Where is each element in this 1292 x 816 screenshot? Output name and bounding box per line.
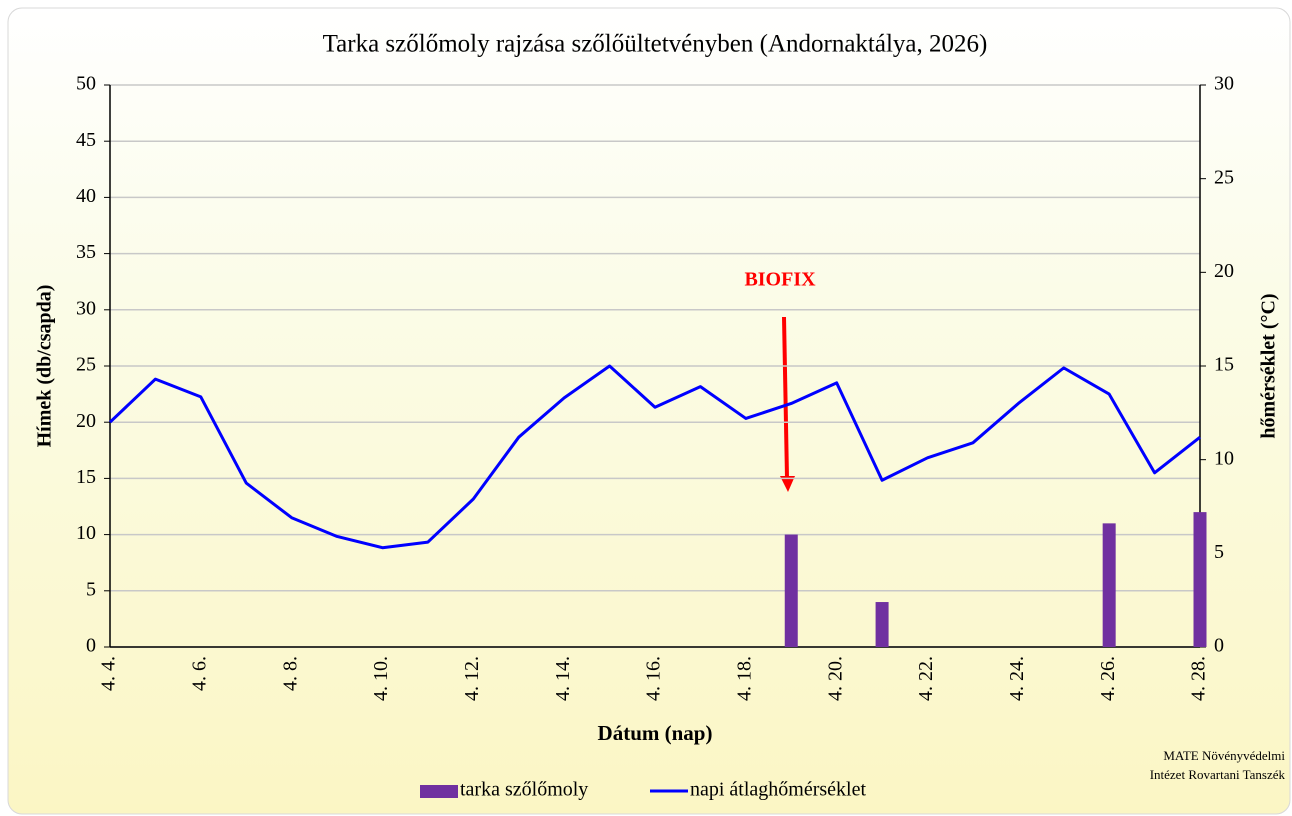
source: MATE Növényvédelmi [1163,748,1285,763]
y-tick-label: 30 [76,297,96,319]
x-tick-label: 4. 10. [370,656,392,701]
y-tick-label: 45 [76,129,96,151]
x-tick-label: 4. 18. [733,656,755,701]
chart-title: Tarka szőlőmoly rajzása szőlőültetvénybe… [323,31,988,58]
annotation-arrow [782,316,789,479]
y-tick-label: 5 [86,578,96,600]
x-tick-label: 4. 8. [279,656,301,691]
y-tick-label: 35 [76,241,96,263]
y-tick-label: 20 [76,410,96,432]
source: Intézet Rovartani Tanszék [1150,767,1286,782]
chart-background [7,7,1291,815]
line [108,364,1201,550]
x-tick-label: 4. 12. [461,656,483,701]
y-tick-label: 50 [76,73,96,95]
legend-label: napi átlaghőmérséklet [690,779,866,801]
bar [1193,512,1207,647]
x-tick-label: 4. 28. [1188,656,1210,701]
x-axis-label: Dátum (nap) [598,721,713,745]
y2-tick-label: 15 [1214,354,1234,376]
y2-tick-label: 0 [1214,635,1224,657]
x-tick-label: 4. 4. [98,656,120,691]
bar [875,602,889,647]
x-tick-label: 4. 26. [1097,656,1119,701]
x-tick-label: 4. 24. [1006,656,1028,701]
y-tick-label: 10 [76,522,96,544]
y-tick-label: 15 [76,466,96,488]
y2-tick-label: 5 [1214,541,1224,563]
y-tick-label: 0 [86,635,96,657]
legend-swatch [420,785,458,798]
x-tick-label: 4. 16. [643,656,665,701]
x-tick-label: 4. 20. [824,656,846,701]
bar [784,534,798,647]
y-tick-label: 40 [76,185,96,207]
x-tick-label: 4. 6. [188,656,210,691]
y2-tick-label: 10 [1214,447,1234,469]
y-tick-label: 25 [76,354,96,376]
y-axis-label: Hímek (db/csapda) [34,285,56,448]
annotation: BIOFIX [744,269,816,291]
y2-tick-label: 25 [1214,166,1234,188]
y2-axis-label: hőmérséklet (°C) [1258,293,1280,438]
x-tick-label: 4. 22. [915,656,937,701]
legend-label: tarka szőlőmoly [460,779,588,801]
y2-tick-label: 20 [1214,260,1234,282]
annotation-arrowhead [780,476,795,492]
x-tick-label: 4. 14. [552,656,574,701]
y2-tick-label: 30 [1214,73,1234,95]
bar [1102,523,1116,647]
